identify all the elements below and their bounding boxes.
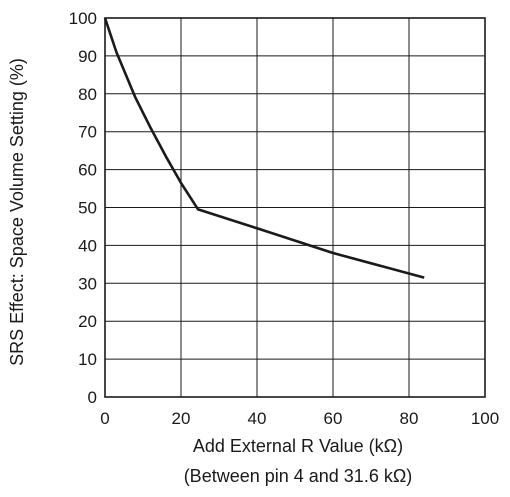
y-tick-label: 100 — [69, 9, 97, 28]
plot-frame — [104, 17, 486, 398]
y-tick-label: 90 — [78, 47, 97, 66]
y-tick-label: 50 — [78, 199, 97, 218]
x-axis-ticks: 0 20 40 60 80 100 — [100, 409, 499, 428]
y-tick-label: 20 — [78, 312, 97, 331]
x-tick-label: 100 — [471, 409, 499, 428]
x-axis-subtitle: (Between pin 4 and 31.6 kΩ) — [184, 466, 413, 486]
grid — [104, 17, 486, 398]
series-line — [103, 17, 425, 279]
x-tick-label: 60 — [324, 409, 343, 428]
y-tick-label: 60 — [78, 161, 97, 180]
x-axis-title: Add External R Value (kΩ) — [193, 436, 403, 456]
y-tick-label: 40 — [78, 236, 97, 255]
x-tick-label: 80 — [400, 409, 419, 428]
y-tick-label: 80 — [78, 85, 97, 104]
y-axis-title: SRS Effect: Space Volume Setting (%) — [7, 58, 27, 366]
x-tick-label: 40 — [248, 409, 267, 428]
x-tick-label: 20 — [172, 409, 191, 428]
y-axis-ticks: 0 10 20 30 40 50 60 70 80 90 100 — [69, 9, 97, 407]
x-tick-label: 0 — [100, 409, 109, 428]
y-tick-label: 70 — [78, 123, 97, 142]
y-tick-label: 0 — [88, 388, 97, 407]
y-tick-label: 30 — [78, 274, 97, 293]
y-tick-label: 10 — [78, 350, 97, 369]
